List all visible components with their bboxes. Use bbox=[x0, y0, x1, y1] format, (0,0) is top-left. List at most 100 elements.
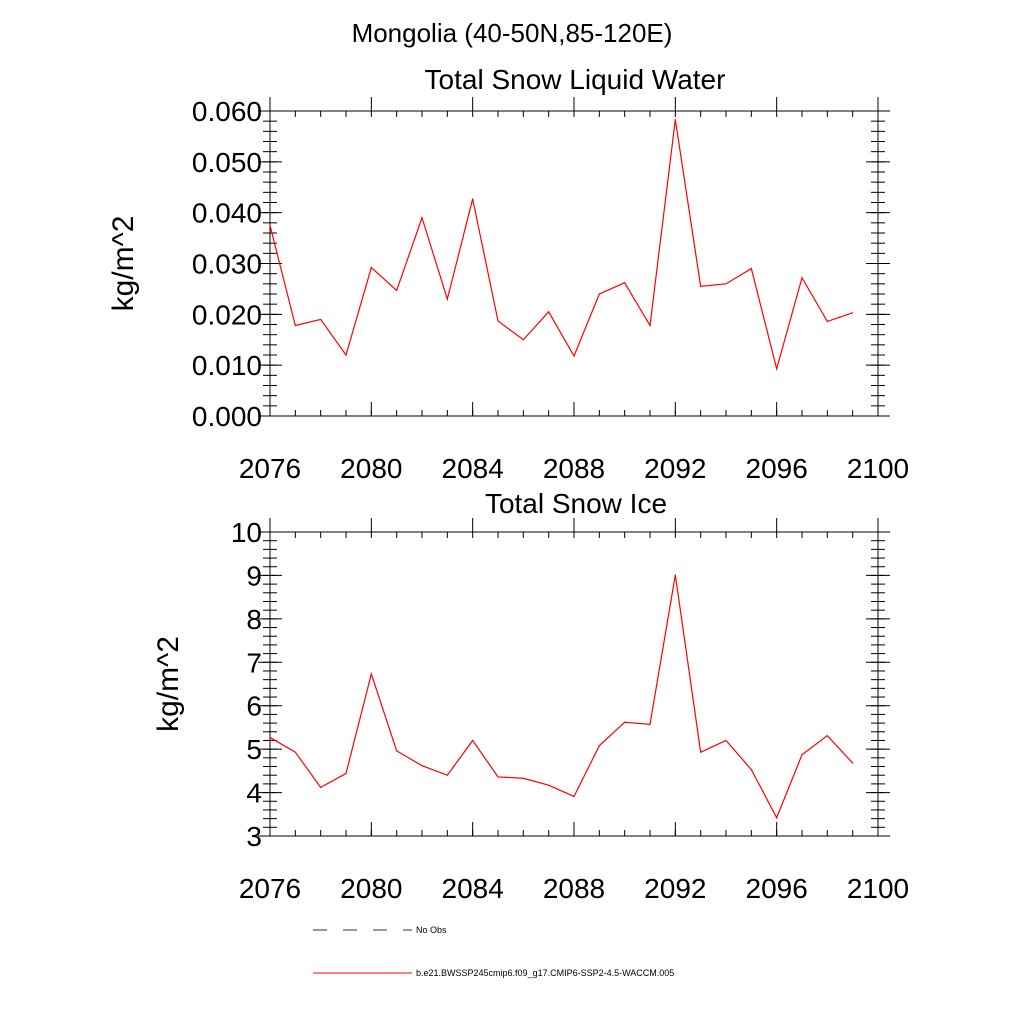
data-point bbox=[446, 774, 448, 776]
data-point bbox=[370, 673, 372, 675]
xtick-label: 2084 bbox=[442, 873, 504, 904]
data-point bbox=[750, 768, 752, 771]
data-point bbox=[345, 354, 347, 356]
xtick-label: 2076 bbox=[239, 453, 301, 484]
panel-1-series bbox=[269, 119, 854, 372]
xtick-label: 2100 bbox=[847, 453, 909, 484]
data-point bbox=[370, 266, 372, 269]
xtick-label: 2092 bbox=[644, 873, 706, 904]
data-point bbox=[294, 751, 296, 753]
data-point bbox=[269, 736, 271, 739]
panel-2-minor-ticks bbox=[263, 531, 885, 837]
data-point bbox=[801, 754, 803, 756]
xtick-label: 2088 bbox=[543, 873, 605, 904]
data-point bbox=[624, 282, 626, 284]
data-point bbox=[497, 776, 499, 778]
data-point bbox=[852, 762, 854, 764]
data-point bbox=[624, 721, 626, 723]
ytick-label: 0.020 bbox=[192, 299, 262, 330]
panel-1: Total Snow Liquid Water kg/m^2 0.000 0.01… bbox=[107, 64, 909, 484]
ytick-label: 9 bbox=[246, 560, 262, 591]
ytick-label: 8 bbox=[246, 604, 262, 635]
panel-1-minor-ticks bbox=[263, 110, 885, 417]
data-point bbox=[396, 289, 398, 292]
legend-label-model-run: b.e21.BWSSP245cmip6.f09_g17.CMIP6-SSP2-4… bbox=[416, 968, 674, 978]
panel-2-frame bbox=[269, 531, 879, 837]
panel-1-frame bbox=[269, 110, 879, 417]
data-point bbox=[573, 355, 575, 357]
data-point bbox=[776, 368, 778, 370]
panel-2-title: Total Snow Ice bbox=[485, 488, 667, 519]
series-line bbox=[269, 119, 853, 372]
data-point bbox=[725, 283, 727, 285]
data-point bbox=[320, 318, 322, 321]
ytick-label: 0.000 bbox=[192, 401, 262, 432]
panel-2: Total Snow Ice kg/m^2 3 4 5 6 7 8 9 10 2076 2080… bbox=[152, 488, 909, 904]
ytick-label: 0.040 bbox=[192, 198, 262, 229]
panel-2-ytick-labels: 3 4 5 6 7 8 9 10 bbox=[231, 517, 262, 852]
data-point bbox=[548, 311, 550, 313]
xtick-label: 2100 bbox=[847, 873, 909, 904]
figure-suptitle: Mongolia (40-50N,85-120E) bbox=[352, 18, 673, 48]
data-point bbox=[472, 739, 474, 742]
ytick-label: 3 bbox=[246, 821, 262, 852]
legend-item-model-run: b.e21.BWSSP245cmip6.f09_g17.CMIP6-SSP2-4… bbox=[313, 968, 674, 978]
data-point bbox=[826, 320, 828, 323]
data-point bbox=[345, 772, 347, 775]
legend-label-no-obs: No Obs bbox=[416, 925, 447, 935]
data-point bbox=[649, 723, 651, 725]
data-point bbox=[852, 312, 854, 314]
data-point bbox=[801, 277, 803, 279]
data-point bbox=[700, 751, 702, 753]
ytick-label: 0.010 bbox=[192, 350, 262, 381]
data-point bbox=[396, 750, 398, 752]
data-point bbox=[598, 745, 600, 747]
ytick-label: 0.060 bbox=[192, 96, 262, 127]
legend: No Obs b.e21.BWSSP245cmip6.f09_g17.CMIP6… bbox=[313, 925, 674, 978]
data-point bbox=[294, 324, 296, 327]
data-point bbox=[573, 795, 575, 798]
ytick-label: 0.050 bbox=[192, 147, 262, 178]
data-point bbox=[674, 574, 676, 576]
data-point bbox=[320, 786, 322, 788]
panel-1-xtick-labels: 2076 2080 2084 2088 2092 2096 2100 bbox=[239, 453, 909, 484]
ytick-label: 0.030 bbox=[192, 249, 262, 280]
data-point bbox=[446, 298, 448, 300]
data-point bbox=[421, 217, 423, 219]
data-point bbox=[522, 777, 524, 779]
xtick-label: 2096 bbox=[746, 873, 808, 904]
ytick-label: 6 bbox=[246, 691, 262, 722]
data-point bbox=[826, 735, 828, 737]
panel-2-ylabel: kg/m^2 bbox=[152, 636, 185, 732]
data-point bbox=[674, 119, 676, 121]
panel-1-major-ticks bbox=[258, 97, 890, 417]
xtick-label: 2076 bbox=[239, 873, 301, 904]
xtick-label: 2080 bbox=[340, 873, 402, 904]
data-point bbox=[700, 285, 702, 287]
data-point bbox=[522, 339, 524, 341]
panel-2-xtick-labels: 2076 2080 2084 2088 2092 2096 2100 bbox=[239, 873, 909, 904]
panel-1-ytick-labels: 0.000 0.010 0.020 0.030 0.040 0.050 0.060 bbox=[192, 96, 262, 432]
ytick-label: 10 bbox=[231, 517, 262, 548]
legend-item-no-obs: No Obs bbox=[313, 925, 447, 935]
panel-2-major-ticks bbox=[258, 518, 890, 837]
data-point bbox=[776, 817, 778, 819]
ytick-label: 4 bbox=[246, 778, 262, 809]
panel-2-series bbox=[269, 574, 854, 820]
xtick-label: 2092 bbox=[644, 453, 706, 484]
panel-1-ylabel: kg/m^2 bbox=[107, 216, 140, 312]
data-point bbox=[598, 293, 600, 295]
data-point bbox=[725, 739, 727, 742]
data-point bbox=[472, 198, 474, 200]
panel-1-title: Total Snow Liquid Water bbox=[425, 64, 726, 95]
data-point bbox=[750, 267, 752, 270]
ytick-label: 5 bbox=[246, 734, 262, 765]
data-point bbox=[269, 224, 271, 226]
series-line bbox=[269, 574, 854, 820]
data-point bbox=[548, 784, 550, 786]
ytick-label: 7 bbox=[246, 647, 262, 678]
data-point bbox=[497, 320, 499, 322]
xtick-label: 2088 bbox=[543, 453, 605, 484]
data-point bbox=[421, 765, 423, 767]
